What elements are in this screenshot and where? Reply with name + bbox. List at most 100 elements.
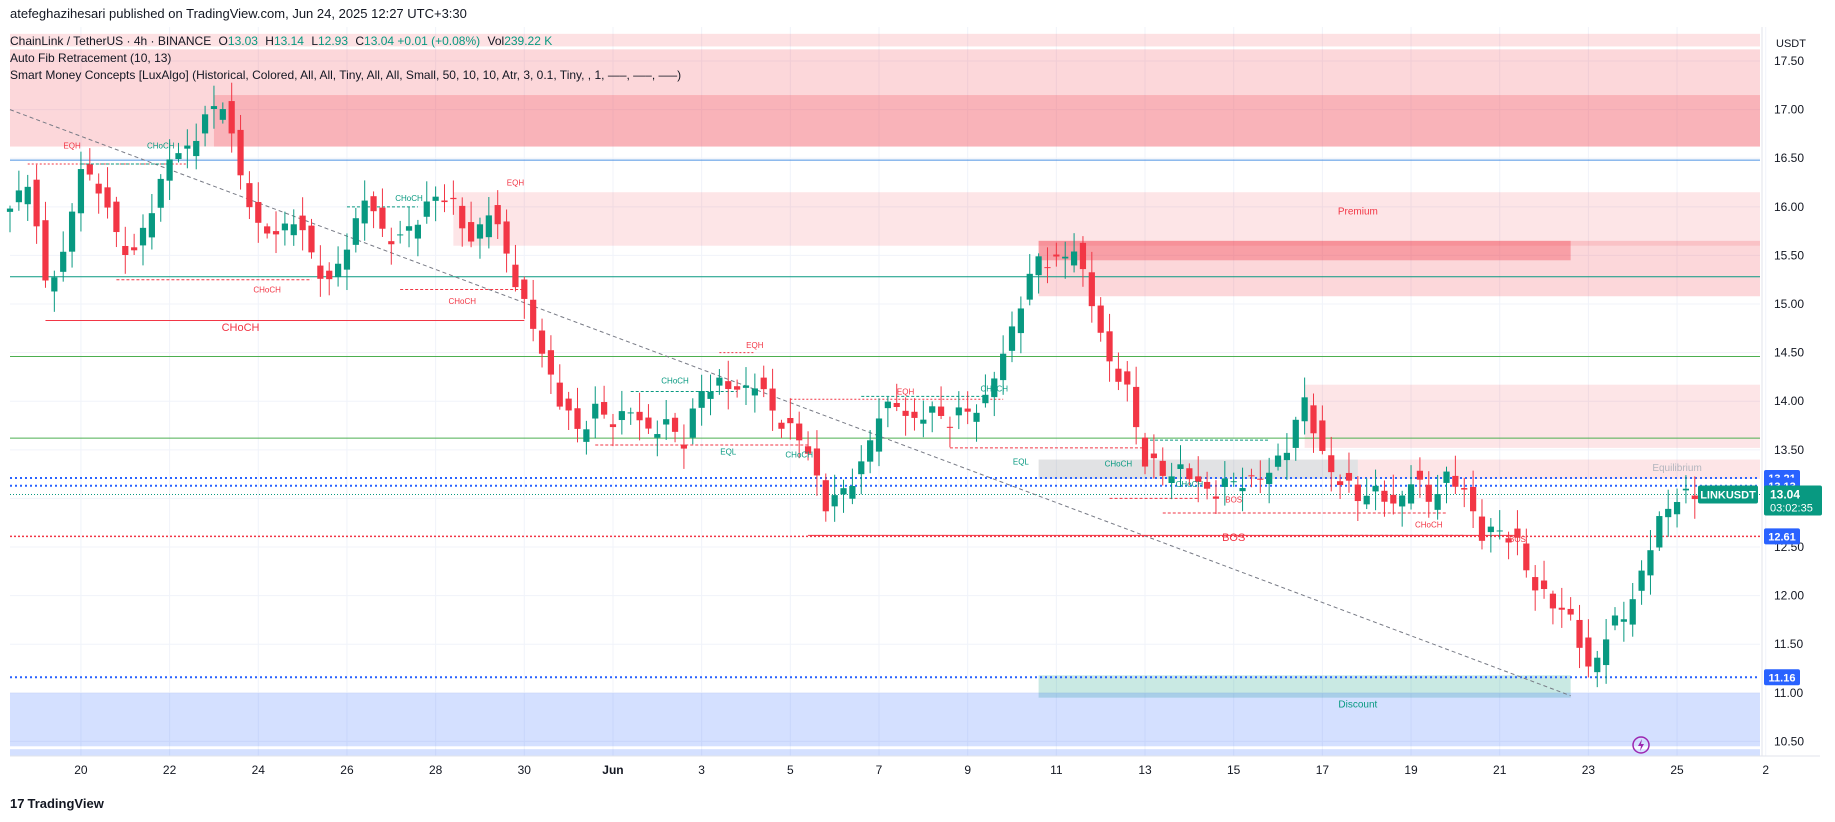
structure-label-choch: CHoCH: [785, 451, 813, 460]
candle-body: [1470, 486, 1477, 512]
tradingview-logo-icon: 17: [10, 796, 25, 811]
candle-body: [1017, 308, 1024, 334]
candle-body: [352, 218, 359, 245]
candle-body: [787, 417, 794, 424]
candle-body: [237, 129, 244, 176]
candle-body: [884, 401, 891, 409]
candle-body: [157, 178, 164, 208]
candle-body: [193, 140, 200, 157]
time-tick-label: Jun: [602, 763, 623, 777]
ohlc-high-label: H: [265, 34, 274, 48]
candle-body: [405, 226, 413, 231]
time-tick-label: 11: [1050, 763, 1063, 777]
price-tick-label: 17.00: [1774, 103, 1804, 117]
candle-body: [1638, 570, 1645, 591]
price-label-text: 11.16: [1769, 672, 1796, 684]
premium-zone-lower: [1304, 384, 1760, 448]
candle-body: [1620, 619, 1627, 622]
candle-body: [1053, 254, 1060, 257]
candle-body: [1540, 580, 1548, 590]
candle-body: [139, 227, 147, 246]
candle-body: [467, 222, 475, 242]
candle-body: [432, 196, 439, 201]
candle-body: [1292, 419, 1299, 448]
candle-body: [1328, 455, 1335, 473]
candle-body: [1496, 530, 1503, 532]
structure-label-eqh: EQH: [63, 142, 81, 151]
price-tick-label: 10.50: [1774, 734, 1804, 748]
candle-body: [645, 417, 652, 429]
candle-body: [1585, 637, 1592, 667]
candle-body: [698, 391, 705, 408]
candle-body: [583, 429, 590, 442]
candle-body: [804, 446, 812, 454]
equilibrium-zone-red: [1357, 459, 1760, 479]
candle-body: [538, 330, 546, 354]
price-tick-label: 15.50: [1774, 248, 1804, 262]
candle-body: [255, 201, 262, 223]
structure-label-choch: CHoCH: [1105, 459, 1133, 468]
structure-label-bos: BOS: [1225, 495, 1242, 504]
premium-band-top: [10, 33, 1760, 47]
candle-body: [6, 208, 14, 212]
structure-label-eqh: EQH: [746, 341, 764, 350]
candle-body: [1594, 657, 1601, 673]
symbol-title[interactable]: ChainLink / TetherUS · 4h · BINANCE: [10, 34, 212, 48]
candle-body: [1079, 242, 1087, 270]
candle-body: [210, 106, 218, 110]
candle-body: [1274, 455, 1282, 467]
candle-body: [893, 402, 900, 407]
structure-label-choch: CHoCH: [395, 194, 423, 203]
candle-body: [1070, 251, 1078, 266]
structure-label-choch: CHoCH: [661, 377, 689, 386]
ohlc-close: 13.04: [364, 34, 395, 48]
candle-body: [77, 169, 85, 214]
lightning-icon[interactable]: [1632, 736, 1650, 754]
candle-body: [849, 486, 856, 499]
legend-row: ChainLink / TetherUS · 4h · BINANCE O13.…: [10, 34, 552, 48]
candle-body: [742, 385, 750, 388]
candle-body: [397, 234, 404, 236]
candle-body: [1407, 484, 1415, 504]
candle-body: [1363, 495, 1370, 505]
candle-body: [1647, 550, 1654, 576]
candle-body: [1665, 508, 1672, 518]
candle-body: [902, 410, 909, 416]
tradingview-logo[interactable]: 17 TradingView: [10, 796, 104, 811]
symbol-tag[interactable]: [1698, 485, 1758, 504]
price-tick-label: 12.00: [1774, 589, 1804, 603]
ohlc-low: 12.93: [318, 34, 349, 48]
candle-body: [1354, 484, 1361, 502]
zone-label-premium: Premium: [1338, 207, 1378, 218]
structure-label-bos: BOS: [1222, 532, 1245, 544]
candle-countdown: 03:02:35: [1770, 503, 1813, 515]
order-block-bearish-3: [1038, 240, 1760, 297]
candle-body: [875, 418, 883, 452]
candle-body: [1097, 305, 1104, 333]
premium-zone-upper: [10, 49, 1760, 147]
price-tick-label: 11.50: [1774, 637, 1803, 651]
candle-body: [1611, 615, 1619, 626]
structure-label-bos: BOS: [1509, 535, 1526, 544]
candle-body: [760, 377, 767, 390]
candle-body: [113, 201, 120, 233]
indicator-fib[interactable]: Auto Fib Retracement (10, 13): [10, 51, 172, 65]
indicator-smc[interactable]: Smart Money Concepts [LuxAlgo] (Historic…: [10, 68, 682, 82]
price-tick-label: 17.50: [1774, 54, 1804, 68]
time-tick-label: 13: [1138, 763, 1152, 777]
candle-body: [476, 224, 484, 239]
candle-body: [95, 183, 102, 194]
candle-body: [281, 223, 288, 231]
candle-body: [1452, 475, 1459, 487]
candle-body: [1248, 475, 1255, 477]
order-block-bearish-1: [213, 95, 1760, 147]
time-tick-label: 22: [163, 763, 177, 777]
candle-body: [964, 408, 971, 412]
candle-body: [1266, 472, 1273, 485]
candle-body: [982, 394, 989, 404]
candle-body: [1000, 353, 1007, 381]
time-tick-label: 15: [1227, 763, 1241, 777]
ohlc-close-label: C: [355, 34, 365, 48]
